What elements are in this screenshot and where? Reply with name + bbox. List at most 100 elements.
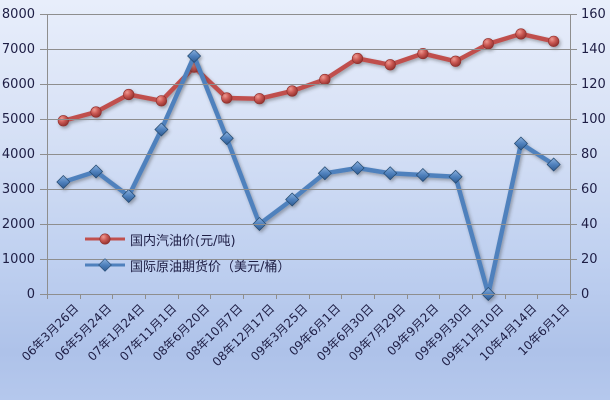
right-axis-tick xyxy=(570,83,577,85)
gridline xyxy=(47,83,570,85)
y-axis-label-left: 7000 xyxy=(1,41,35,57)
x-axis-tick xyxy=(79,294,81,299)
right-axis-tick xyxy=(570,118,577,120)
crude-data-marker xyxy=(285,192,300,207)
gridline xyxy=(47,48,570,50)
left-axis-tick xyxy=(40,293,47,295)
y-axis-label-right: 160 xyxy=(581,6,606,22)
gridline xyxy=(47,223,570,225)
crude-data-marker xyxy=(383,166,398,181)
y-axis-label-left: 4000 xyxy=(1,146,35,162)
left-axis-tick xyxy=(40,13,47,15)
crude-data-marker xyxy=(513,136,528,151)
right-axis-tick xyxy=(570,188,577,190)
right-axis-tick xyxy=(570,153,577,155)
y-axis-label-right: 100 xyxy=(581,111,606,127)
x-axis-tick xyxy=(243,294,245,299)
gasoline-data-marker xyxy=(548,35,560,47)
legend: 国内汽油价(元/吨) 国际原油期货价（美元/桶） xyxy=(84,226,290,278)
legend-label-crude: 国际原油期货价（美元/桶） xyxy=(130,259,291,275)
right-axis-tick xyxy=(570,13,577,15)
y-axis-label-right: 60 xyxy=(581,181,598,197)
y-axis-label-left: 6000 xyxy=(1,76,35,92)
gasoline-data-marker xyxy=(417,47,429,60)
x-axis-tick xyxy=(210,294,212,299)
gasoline-data-marker xyxy=(351,52,364,65)
crude-data-marker xyxy=(121,188,136,204)
x-axis-tick xyxy=(471,294,473,299)
crude-oil-price-line xyxy=(56,48,561,302)
gasoline-data-marker xyxy=(221,92,233,104)
gasoline-data-marker xyxy=(449,55,462,67)
gasoline-data-marker xyxy=(482,38,494,50)
left-axis-tick xyxy=(40,153,47,155)
y-axis-label-left: 2000 xyxy=(1,216,35,232)
x-axis-tick xyxy=(439,294,441,299)
gridline xyxy=(47,118,570,120)
x-axis-tick xyxy=(308,294,310,299)
x-axis-tick xyxy=(177,294,179,299)
right-axis-tick xyxy=(570,293,577,295)
x-axis-tick xyxy=(112,294,114,299)
crude-data-marker xyxy=(187,48,202,64)
left-axis-tick xyxy=(40,258,47,260)
crude-data-marker xyxy=(546,157,561,172)
x-axis-tick xyxy=(373,294,375,299)
gridline xyxy=(47,153,570,155)
series-layer xyxy=(56,28,561,302)
crude-data-marker xyxy=(219,131,234,146)
y-axis-label-right: 140 xyxy=(581,41,606,57)
x-axis-tick xyxy=(341,294,343,299)
gridline xyxy=(47,13,570,15)
x-axis-tick xyxy=(145,294,147,299)
x-axis-tick xyxy=(537,294,539,299)
gasoline-price-line xyxy=(57,28,560,127)
legend-item-gasoline: 国内汽油价(元/吨) xyxy=(84,226,290,252)
y-axis-label-right: 120 xyxy=(581,76,606,92)
left-axis-tick xyxy=(40,118,47,120)
gasoline-data-marker xyxy=(253,93,266,105)
right-axis-tick xyxy=(570,48,577,50)
y-axis-label-left: 8000 xyxy=(1,6,35,22)
gridline xyxy=(47,188,570,190)
y-axis-label-left: 1000 xyxy=(1,251,35,267)
gasoline-data-marker xyxy=(286,85,298,97)
gasoline-data-marker xyxy=(319,73,331,86)
crude-data-marker xyxy=(415,167,430,183)
redGroup-path xyxy=(61,31,556,124)
y-axis-label-right: 20 xyxy=(581,251,598,267)
left-axis-tick xyxy=(40,83,47,85)
y-axis-label-left: 0 xyxy=(26,286,35,302)
gridline xyxy=(47,258,570,260)
x-axis-tick xyxy=(570,294,571,299)
left-axis-tick xyxy=(40,188,47,190)
x-axis-tick xyxy=(47,294,48,299)
x-axis-tick xyxy=(504,294,506,299)
crude-data-marker xyxy=(350,160,365,176)
y-axis-label-left: 5000 xyxy=(1,111,35,127)
blueGroup-path xyxy=(61,53,556,297)
legend-label-gasoline: 国内汽油价(元/吨) xyxy=(130,233,236,249)
blue-line-marker-swatch xyxy=(85,258,125,272)
y-axis-label-left: 3000 xyxy=(1,181,35,197)
left-axis-tick xyxy=(40,48,47,50)
crude-data-marker xyxy=(154,122,169,137)
gasoline-data-marker xyxy=(155,95,168,107)
x-axis-tick xyxy=(275,294,277,299)
legend-item-crude: 国际原油期货价（美元/桶） xyxy=(84,252,290,278)
gasoline-data-marker xyxy=(384,59,396,71)
y-axis-label-right: 40 xyxy=(581,216,598,232)
crude-data-marker xyxy=(89,164,104,179)
right-axis-tick xyxy=(570,258,577,260)
gasoline-data-marker xyxy=(57,115,69,127)
plot-area xyxy=(47,13,571,302)
gasoline-data-marker xyxy=(90,106,102,118)
x-axis-tick xyxy=(406,294,408,299)
y-axis-label-right: 0 xyxy=(581,286,590,302)
gasoline-data-marker xyxy=(515,28,527,40)
gasoline-data-marker xyxy=(123,88,135,101)
crude-data-marker xyxy=(448,169,463,184)
crude-data-marker xyxy=(317,166,332,181)
red-line-marker-swatch xyxy=(85,233,125,245)
